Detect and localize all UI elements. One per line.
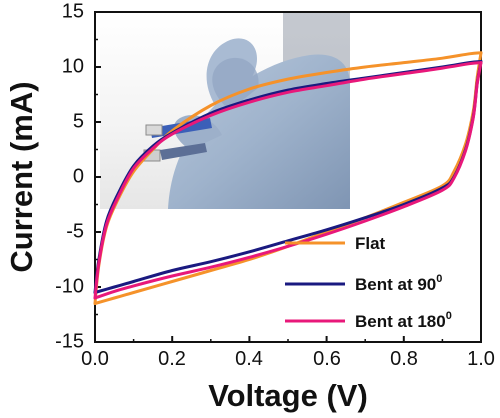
y-tick-label: 15 — [62, 0, 84, 22]
y-tick-label: 5 — [73, 110, 84, 132]
x-tick-label: 0.4 — [235, 348, 263, 370]
y-tick-label: 10 — [62, 55, 84, 77]
legend-label-bent-90: Bent at 900 — [355, 273, 442, 294]
x-axis-title: Voltage (V) — [208, 378, 368, 413]
x-tick-label: 1.0 — [467, 348, 495, 370]
y-tick-label: -15 — [55, 330, 84, 352]
hand-bending-device-photo — [100, 12, 350, 209]
legend: Flat Bent at 900 Bent at 1800 — [285, 234, 452, 331]
x-tick-label: 0.6 — [313, 348, 341, 370]
axis-ticks — [94, 11, 482, 343]
legend-label-bent-180: Bent at 1800 — [355, 310, 452, 331]
series-line-bent-at-180-lower — [93, 61, 483, 300]
series-layer — [93, 51, 483, 305]
y-axis-title: Current (mA) — [4, 81, 39, 272]
y-tick-label: -10 — [55, 275, 84, 297]
x-tick-labels: 0.0 0.2 0.4 0.6 0.8 1.0 — [81, 348, 495, 370]
y-tick-label: -5 — [66, 220, 84, 242]
legend-label-flat: Flat — [355, 234, 386, 253]
series-line-bent-at-180-upper — [93, 61, 483, 300]
x-tick-label: 0.2 — [158, 348, 186, 370]
x-tick-label: 0.0 — [81, 348, 109, 370]
y-tick-labels: -15 -10 -5 0 5 10 15 — [55, 0, 84, 352]
x-tick-label: 0.8 — [390, 348, 418, 370]
y-tick-label: 0 — [73, 165, 84, 187]
